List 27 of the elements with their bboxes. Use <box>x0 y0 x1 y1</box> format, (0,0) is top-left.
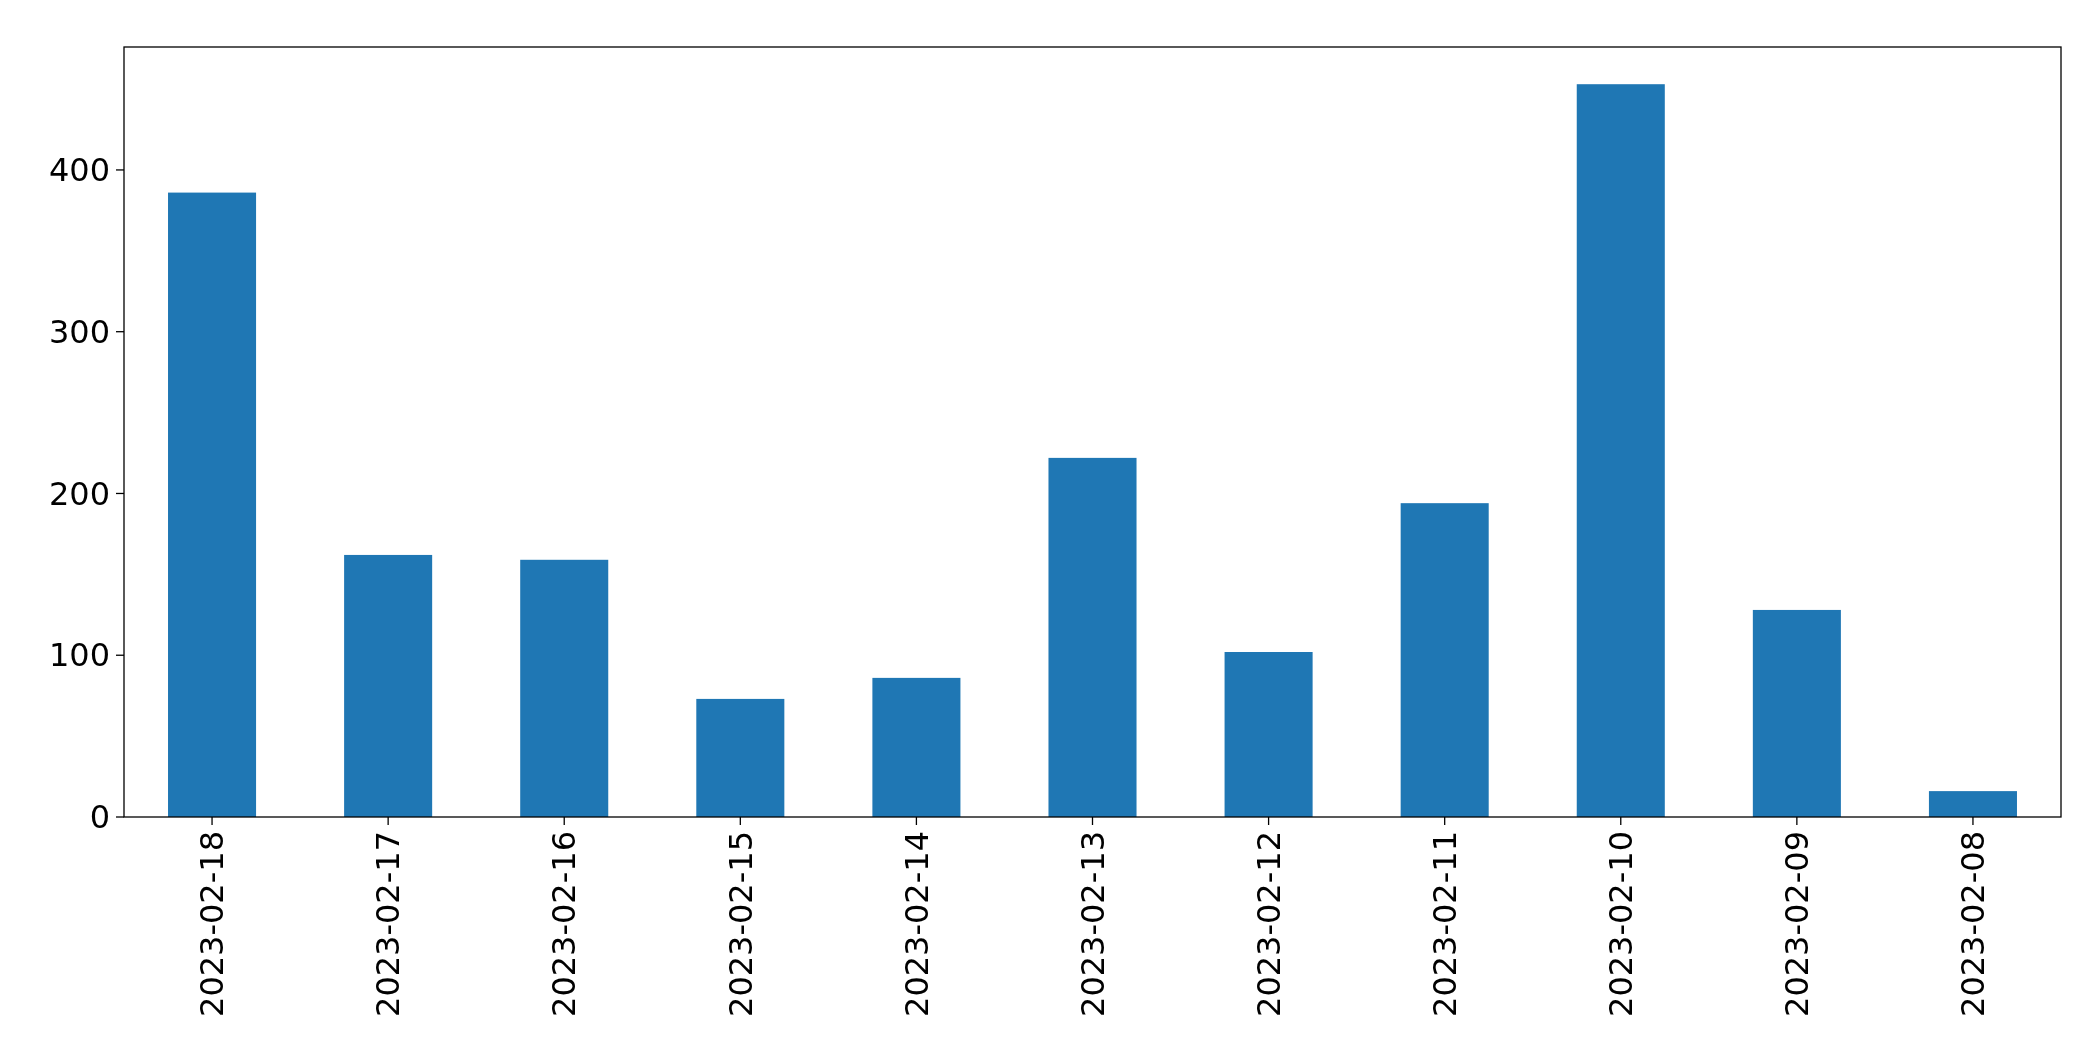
x-tick-label: 2023-02-12 <box>1249 831 1288 1017</box>
bar <box>1928 791 2017 817</box>
bar <box>1576 84 1665 817</box>
bar <box>872 677 961 817</box>
y-tick-label: 100 <box>48 636 110 675</box>
y-tick-label: 300 <box>48 312 110 351</box>
bar <box>1752 609 1841 817</box>
x-tick-label: 2023-02-16 <box>545 831 584 1017</box>
x-tick-label: 2023-02-13 <box>1073 831 1112 1017</box>
x-tick-label: 2023-02-09 <box>1778 831 1817 1017</box>
x-tick-label: 2023-02-15 <box>721 831 760 1017</box>
x-tick-label: 2023-02-18 <box>193 831 232 1017</box>
x-tick-label: 2023-02-14 <box>897 831 936 1017</box>
bar <box>168 192 257 817</box>
bar <box>696 698 785 817</box>
x-tick-label: 2023-02-17 <box>369 831 408 1017</box>
bar <box>1400 503 1489 817</box>
x-tick-label: 2023-02-11 <box>1425 831 1464 1017</box>
bar <box>344 554 433 817</box>
bar <box>1224 652 1313 817</box>
bar <box>520 559 609 817</box>
y-tick-label: 400 <box>48 151 110 190</box>
bar <box>1048 457 1137 817</box>
x-tick-label: 2023-02-10 <box>1601 831 1640 1017</box>
y-tick-label: 200 <box>48 474 110 513</box>
x-tick-label: 2023-02-08 <box>1954 831 1993 1017</box>
y-tick-label: 0 <box>89 798 110 837</box>
